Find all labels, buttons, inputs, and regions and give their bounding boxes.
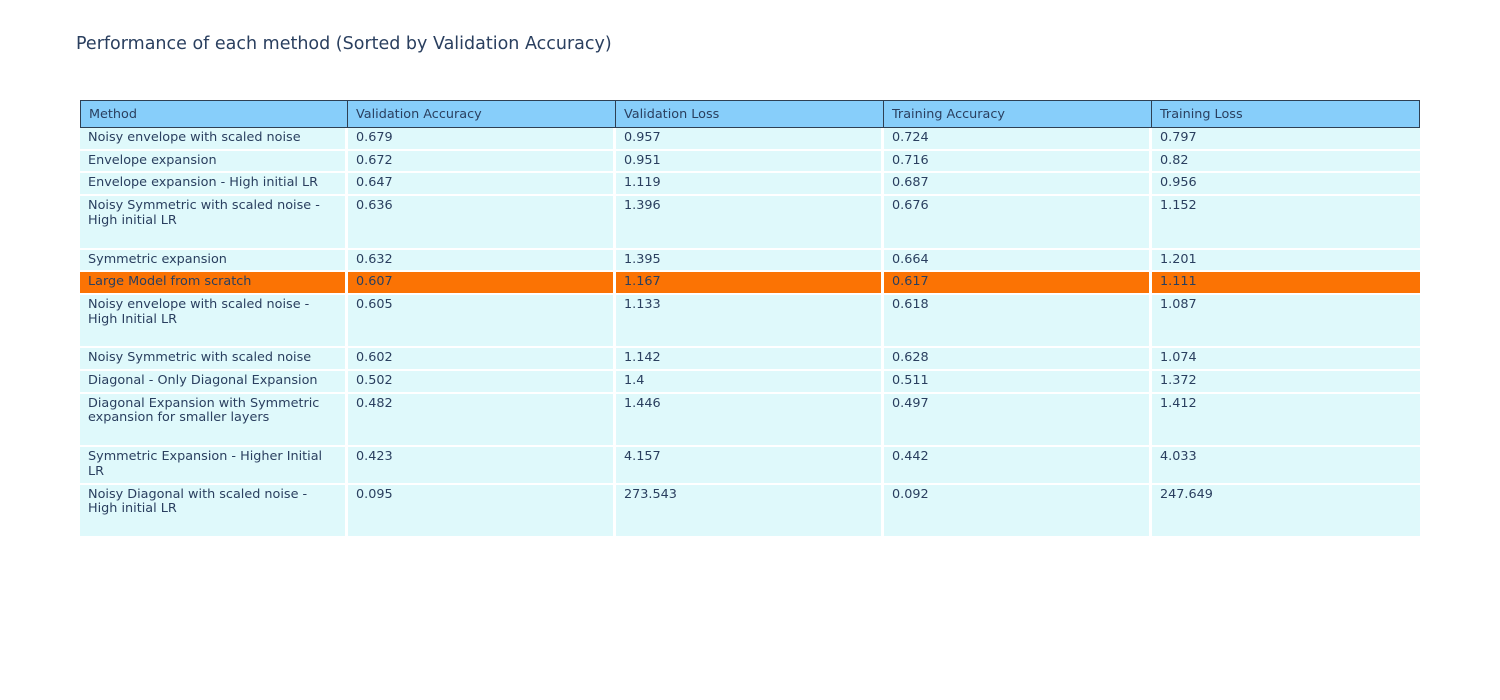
validation-loss-cell: 0.957 — [616, 128, 884, 151]
validation-accuracy-cell: 0.672 — [348, 150, 616, 174]
training-accuracy-cell: 0.716 — [884, 150, 1152, 174]
table-row[interactable]: Noisy envelope with scaled noise 0.679 0… — [80, 128, 1420, 151]
method-cell: Diagonal - Only Diagonal Expansion — [80, 371, 348, 394]
training-accuracy-cell: 0.617 — [884, 272, 1152, 295]
column-header-training-loss[interactable]: Training Loss — [1152, 100, 1420, 128]
table-row[interactable]: Noisy Diagonal with scaled noise - High … — [80, 484, 1420, 538]
validation-accuracy-cell: 0.602 — [348, 348, 616, 372]
training-loss-cell: 1.201 — [1152, 249, 1420, 273]
training-loss-cell: 1.087 — [1152, 294, 1420, 349]
validation-loss-cell: 1.395 — [616, 249, 884, 273]
training-accuracy-cell: 0.442 — [884, 447, 1152, 485]
training-loss-cell: 0.82 — [1152, 150, 1420, 174]
validation-loss-cell: 4.157 — [616, 447, 884, 485]
training-accuracy-cell: 0.664 — [884, 249, 1152, 273]
column-header-validation-loss[interactable]: Validation Loss — [616, 100, 884, 128]
page-title: Performance of each method (Sorted by Va… — [76, 34, 612, 54]
method-cell: Symmetric Expansion - Higher Initial LR — [80, 447, 348, 485]
validation-loss-cell: 1.4 — [616, 371, 884, 394]
column-header-validation-accuracy[interactable]: Validation Accuracy — [348, 100, 616, 128]
training-loss-cell: 1.074 — [1152, 348, 1420, 372]
validation-accuracy-cell: 0.607 — [348, 272, 616, 295]
training-loss-cell: 247.649 — [1152, 484, 1420, 538]
method-cell: Envelope expansion - High initial LR — [80, 173, 348, 197]
validation-loss-cell: 1.119 — [616, 173, 884, 197]
training-accuracy-cell: 0.618 — [884, 294, 1152, 349]
table-row[interactable]: Diagonal Expansion with Symmetric expans… — [80, 393, 1420, 448]
validation-loss-cell: 1.396 — [616, 196, 884, 250]
table-row[interactable]: Symmetric expansion 0.632 1.395 0.664 1.… — [80, 249, 1420, 273]
table-row[interactable]: Noisy Symmetric with scaled noise 0.602 … — [80, 348, 1420, 372]
method-cell: Large Model from scratch — [80, 272, 348, 295]
validation-accuracy-cell: 0.605 — [348, 294, 616, 349]
method-cell: Noisy Symmetric with scaled noise — [80, 348, 348, 372]
validation-accuracy-cell: 0.636 — [348, 196, 616, 250]
method-cell: Noisy Symmetric with scaled noise - High… — [80, 196, 348, 250]
training-accuracy-cell: 0.497 — [884, 393, 1152, 448]
training-loss-cell: 1.111 — [1152, 272, 1420, 295]
validation-accuracy-cell: 0.679 — [348, 128, 616, 151]
training-accuracy-cell: 0.092 — [884, 484, 1152, 538]
training-accuracy-cell: 0.687 — [884, 173, 1152, 197]
column-header-training-accuracy[interactable]: Training Accuracy — [884, 100, 1152, 128]
training-loss-cell: 1.372 — [1152, 371, 1420, 394]
method-cell: Diagonal Expansion with Symmetric expans… — [80, 393, 348, 448]
method-cell: Noisy envelope with scaled noise - High … — [80, 294, 348, 349]
performance-table: Method Validation Accuracy Validation Lo… — [80, 100, 1420, 538]
training-accuracy-cell: 0.676 — [884, 196, 1152, 250]
table-row[interactable]: Symmetric Expansion - Higher Initial LR … — [80, 447, 1420, 485]
validation-accuracy-cell: 0.095 — [348, 484, 616, 538]
table-row[interactable]: Diagonal - Only Diagonal Expansion 0.502… — [80, 371, 1420, 394]
training-accuracy-cell: 0.724 — [884, 128, 1152, 151]
method-cell: Envelope expansion — [80, 150, 348, 174]
validation-loss-cell: 273.543 — [616, 484, 884, 538]
method-cell: Noisy Diagonal with scaled noise - High … — [80, 484, 348, 538]
validation-loss-cell: 1.446 — [616, 393, 884, 448]
table-row[interactable]: Envelope expansion 0.672 0.951 0.716 0.8… — [80, 150, 1420, 174]
table-row[interactable]: Noisy Symmetric with scaled noise - High… — [80, 196, 1420, 250]
validation-accuracy-cell: 0.423 — [348, 447, 616, 485]
validation-loss-cell: 0.951 — [616, 150, 884, 174]
validation-loss-cell: 1.142 — [616, 348, 884, 372]
table-header-row: Method Validation Accuracy Validation Lo… — [80, 100, 1420, 128]
validation-loss-cell: 1.167 — [616, 272, 884, 295]
validation-accuracy-cell: 0.632 — [348, 249, 616, 273]
validation-accuracy-cell: 0.482 — [348, 393, 616, 448]
validation-accuracy-cell: 0.502 — [348, 371, 616, 394]
table-row[interactable]: Noisy envelope with scaled noise - High … — [80, 294, 1420, 349]
method-cell: Noisy envelope with scaled noise — [80, 128, 348, 151]
training-loss-cell: 4.033 — [1152, 447, 1420, 485]
method-cell: Symmetric expansion — [80, 249, 348, 273]
training-loss-cell: 0.797 — [1152, 128, 1420, 151]
column-header-method[interactable]: Method — [80, 100, 348, 128]
training-loss-cell: 0.956 — [1152, 173, 1420, 197]
training-accuracy-cell: 0.628 — [884, 348, 1152, 372]
training-loss-cell: 1.152 — [1152, 196, 1420, 250]
training-accuracy-cell: 0.511 — [884, 371, 1152, 394]
table-row-highlighted[interactable]: Large Model from scratch 0.607 1.167 0.6… — [80, 272, 1420, 295]
validation-accuracy-cell: 0.647 — [348, 173, 616, 197]
training-loss-cell: 1.412 — [1152, 393, 1420, 448]
table-row[interactable]: Envelope expansion - High initial LR 0.6… — [80, 173, 1420, 197]
validation-loss-cell: 1.133 — [616, 294, 884, 349]
